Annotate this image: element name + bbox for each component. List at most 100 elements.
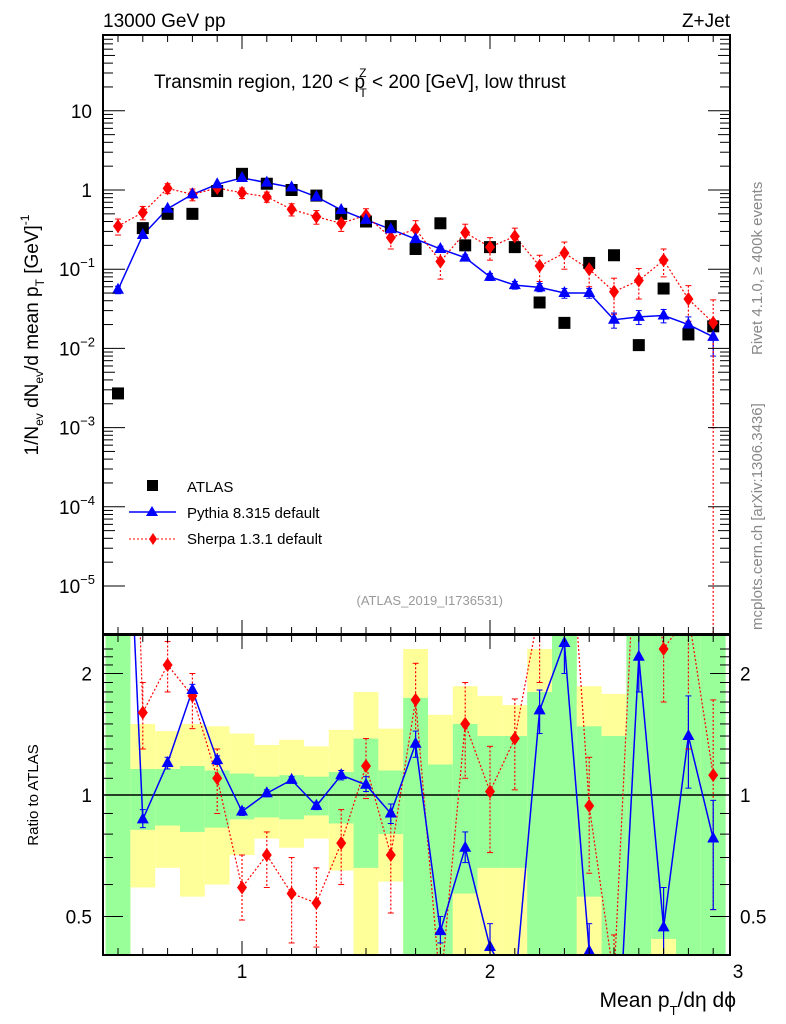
sherpa-point [311, 209, 322, 224]
pythia-ratio-point [434, 924, 447, 936]
sherpa-point [708, 315, 719, 330]
sherpa-point [609, 284, 619, 299]
sherpa-ratio-point [212, 771, 223, 786]
sherpa-point [162, 181, 173, 196]
atlas-data-point [112, 387, 124, 400]
ratio-y-tick-label-left: 2 [81, 665, 92, 686]
y-tick-label: 10−2 [59, 334, 95, 360]
pythia-point [508, 278, 521, 290]
analysis-id: (ATLAS_2019_I1736531) [357, 593, 503, 608]
pythia-point [434, 241, 447, 253]
sherpa-ratio-point [509, 731, 520, 746]
ylabel-part: [GeV] [22, 225, 43, 279]
sherpa-ratio-point [286, 886, 297, 901]
xlabel-pre: Mean p [600, 989, 670, 1012]
main-y-axis-label: 1/Nev dNev/d mean pT [GeV]-1 [18, 214, 47, 455]
sherpa-point [509, 229, 520, 244]
pythia-point [384, 222, 397, 234]
ratio-y-axis-label: Ratio to ATLAS [25, 744, 42, 845]
pythia-ratio-point [409, 736, 422, 748]
atlas-data-point [657, 282, 670, 295]
atlas-data-point [682, 328, 695, 341]
atlas-data-point [434, 217, 447, 230]
atlas-data-point [459, 239, 472, 252]
pythia-ratio-point [632, 649, 645, 661]
sherpa-point [237, 185, 247, 200]
y-tick-exponent: −3 [80, 414, 95, 429]
pythia-ratio-point [335, 768, 348, 780]
x-axis-label-text: Mean pT/dη dϕ [600, 989, 736, 1018]
y-tick-base: 10 [59, 577, 80, 598]
legend-diamond-marker [149, 533, 157, 545]
sherpa-point [261, 189, 272, 204]
pythia-point [360, 212, 372, 224]
pythia-ratio-point [112, 263, 124, 274]
header-right: Z+Jet [682, 11, 731, 32]
y-tick-label: 10−5 [59, 572, 95, 598]
atlas-data-point [508, 241, 521, 254]
ratio-band-inner [527, 691, 552, 955]
legend-triangle-marker [146, 506, 158, 516]
pythia-point [632, 309, 645, 321]
atlas-data-point [608, 249, 620, 262]
ratio-band-inner [502, 736, 528, 868]
ylabel-part: 1/N [22, 426, 43, 456]
ylabel-part: dN [22, 384, 43, 414]
pythia-ratio-point [533, 703, 546, 715]
ratio-y-tick-label-right: 1 [740, 786, 751, 807]
sherpa-point [460, 225, 471, 240]
ylabel-sup: -1 [18, 214, 32, 225]
sherpa-point [633, 273, 644, 288]
ratio-y-tick-label-left: 0.5 [66, 908, 92, 929]
sherpa-point [113, 219, 123, 234]
legend-item-pythia[interactable]: Pythia 8.315 default [129, 505, 320, 522]
sherpa-point [385, 230, 396, 245]
ratio-y-tick-label-right: 0.5 [740, 908, 766, 929]
pythia-ratio-point [509, 982, 521, 993]
sherpa-ratio-point [535, 601, 545, 615]
y-tick-base: 10 [59, 339, 80, 360]
pythia-point [161, 201, 174, 213]
pythia-point [558, 286, 571, 298]
pythia-ratio-point [260, 786, 273, 798]
ratio-clipped-group [112, 263, 720, 993]
ylabel-part: /d mean p [22, 286, 43, 371]
legend-item-sherpa[interactable]: Sherpa 1.3.1 default [129, 531, 323, 548]
pythia-point [136, 228, 149, 240]
sherpa-ratio-point [485, 784, 495, 799]
sherpa-ratio-point [361, 758, 371, 773]
header-left: 13000 GeV pp [103, 11, 226, 32]
xlabel-sub: T [670, 1003, 678, 1018]
ratio-band-inner [452, 723, 478, 894]
main-panel-marks [112, 167, 720, 634]
y-tick-base: 10 [59, 498, 80, 519]
pythia-ratio-point [211, 753, 224, 765]
ylabel-sub: ev [32, 413, 46, 426]
ratio-band-inner [477, 736, 503, 868]
sherpa-ratio-point [311, 896, 322, 911]
sherpa-point [137, 205, 148, 220]
pythia-point [335, 202, 348, 214]
pythia-point [707, 329, 720, 341]
legend: ATLAS Pythia 8.315 default Sherpa 1.3.1 … [129, 479, 323, 548]
sherpa-ratio-point [460, 716, 471, 731]
x-tick-label: 3 [733, 962, 744, 983]
sherpa-ratio-point [708, 768, 719, 783]
sherpa-point [336, 216, 347, 231]
legend-item-atlas[interactable]: ATLAS [147, 479, 233, 496]
ratio-band-inner [601, 736, 627, 955]
pythia-ratio-point [459, 840, 472, 852]
y-tick-base: 10 [59, 419, 80, 440]
sherpa-ratio-point [237, 880, 247, 895]
y-tick-base: 10 [71, 102, 92, 123]
sherpa-ratio-point [410, 692, 421, 707]
sherpa-ratio-point [683, 608, 693, 622]
pythia-point [657, 308, 670, 320]
pythia-ratio-point [285, 772, 298, 784]
sherpa-ratio-point [385, 848, 396, 863]
pythia-point [310, 189, 323, 201]
pythia-point [533, 280, 546, 292]
pythia-point [682, 317, 695, 329]
